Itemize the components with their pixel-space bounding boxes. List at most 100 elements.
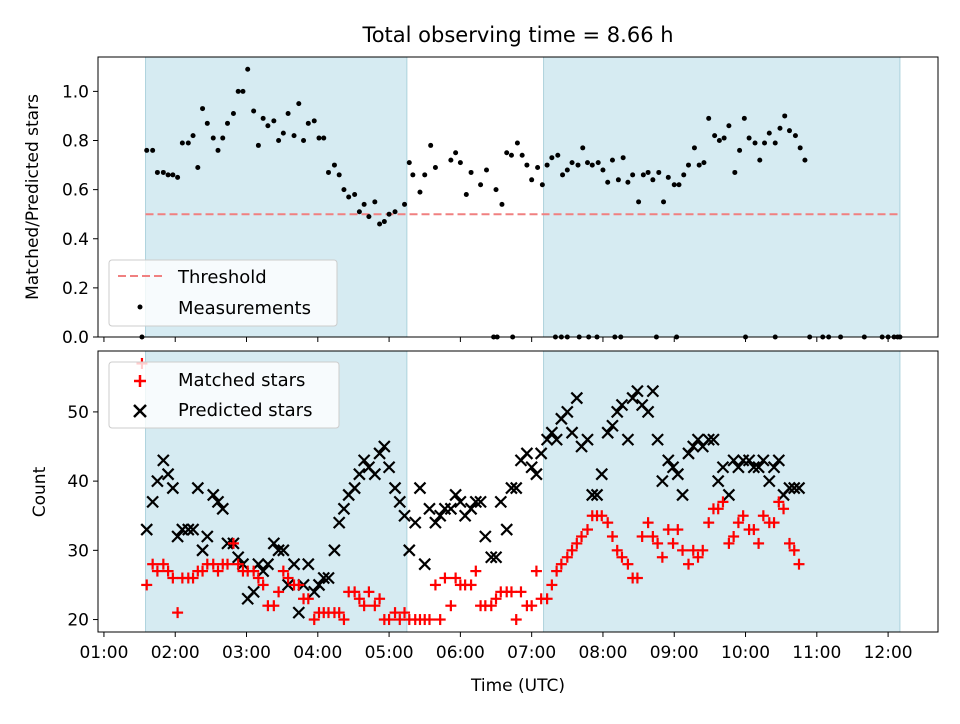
measurement-point [620, 155, 626, 161]
predicted-star-point [196, 544, 209, 557]
measurement-point [190, 133, 196, 139]
measurement-point [665, 174, 671, 180]
matched-star-point [510, 614, 522, 626]
matched-star-point [582, 524, 594, 536]
predicted-star-point [201, 530, 214, 543]
measurement-point [600, 167, 606, 173]
matched-star-point [308, 614, 320, 626]
measurement-point [463, 192, 469, 198]
predicted-star-point [651, 433, 664, 446]
matched-star-point [737, 510, 749, 522]
matched-star-point [541, 593, 553, 605]
measurement-point [636, 199, 642, 205]
predicted-star-point [606, 419, 619, 433]
matched-star-point [197, 565, 209, 577]
measurement-point [225, 120, 231, 126]
predicted-star-point [474, 495, 487, 509]
matched-star-point [383, 614, 395, 626]
predicted-star-point [403, 544, 416, 557]
bottom-y-tick-label: 50 [67, 403, 89, 423]
predicted-star-point [368, 467, 382, 481]
matched-star-point [293, 579, 305, 591]
matched-star-point [394, 614, 406, 626]
measurement-point [366, 214, 372, 220]
matched-star-point [551, 565, 563, 577]
measurement-point [170, 172, 176, 178]
bottom-y-axis-label: Count [30, 466, 50, 517]
measurement-point [782, 113, 788, 119]
predicted-star-point [312, 578, 326, 592]
measurement-point [585, 160, 591, 166]
measurement-point [240, 88, 246, 94]
x-tick-label: 02:00 [151, 643, 200, 663]
matched-star-point [399, 607, 411, 619]
predicted-star-point [641, 405, 655, 419]
matched-star-point [157, 558, 169, 570]
matched-star-point [147, 558, 159, 570]
predicted-star-point [621, 433, 635, 446]
measurement-point [341, 187, 347, 193]
matched-star-point [757, 510, 769, 522]
matched-star-point [712, 503, 724, 515]
predicted-star-point [231, 550, 245, 564]
measurement-point [285, 110, 291, 116]
legend-measurements-label: Measurements [178, 298, 311, 319]
measurement-point [493, 187, 499, 193]
matched-star-point [505, 586, 517, 598]
matched-star-point [773, 496, 785, 508]
predicted-star-point [393, 495, 407, 509]
predicted-star-point [540, 433, 554, 446]
matched-star-point [369, 600, 381, 612]
matched-star-point [546, 579, 558, 591]
predicted-star-point [186, 523, 200, 536]
measurement-point [457, 160, 463, 166]
matched-star-point [717, 496, 729, 508]
matched-star-point [530, 565, 542, 577]
measurement-point [499, 201, 505, 207]
matched-star-point [703, 517, 715, 529]
matched-star-point [768, 517, 780, 529]
measurement-point [508, 152, 514, 158]
predicted-star-point [272, 544, 285, 557]
measurement-point [746, 135, 752, 141]
predicted-star-point [307, 585, 321, 599]
measurement-point [656, 169, 662, 175]
measurement-point [797, 145, 803, 151]
matched-star-point [642, 517, 654, 529]
matched-star-point [576, 530, 588, 542]
measurement-point [468, 169, 474, 175]
measurement-point [685, 162, 691, 168]
measurement-point [762, 140, 768, 146]
matched-star-point [227, 537, 239, 549]
top-y-tick-label: 0.2 [62, 279, 89, 299]
matched-star-point [697, 544, 709, 556]
bottom-plot-frame [97, 350, 939, 633]
predicted-star-point [317, 571, 331, 585]
measurement-point [580, 145, 586, 151]
x-tick-label: 05:00 [365, 643, 414, 663]
predicted-star-point [281, 578, 295, 592]
matched-star-point [450, 572, 462, 584]
matched-star-point [753, 537, 765, 549]
predicted-star-point [763, 474, 776, 488]
x-tick-label: 10:00 [721, 643, 770, 663]
matched-star-point [277, 565, 289, 577]
predicted-star-point [732, 460, 745, 474]
measurement-point [514, 140, 520, 146]
measurement-point [535, 165, 541, 171]
matched-star-point [363, 586, 375, 598]
matched-star-point [445, 600, 457, 612]
measurement-point [361, 201, 367, 207]
measurement-point [484, 167, 490, 173]
predicted-star-point [418, 557, 432, 571]
predicted-star-point [151, 474, 164, 488]
measurement-point [766, 130, 772, 136]
matched-star-point [470, 565, 482, 577]
predicted-star-point [292, 606, 306, 619]
measurement-point [544, 162, 550, 168]
predicted-star-point [590, 488, 604, 502]
measurement-point [200, 106, 206, 112]
measurement-point [291, 133, 297, 139]
matched-star-point [652, 537, 664, 549]
predicted-star-point [302, 557, 315, 571]
